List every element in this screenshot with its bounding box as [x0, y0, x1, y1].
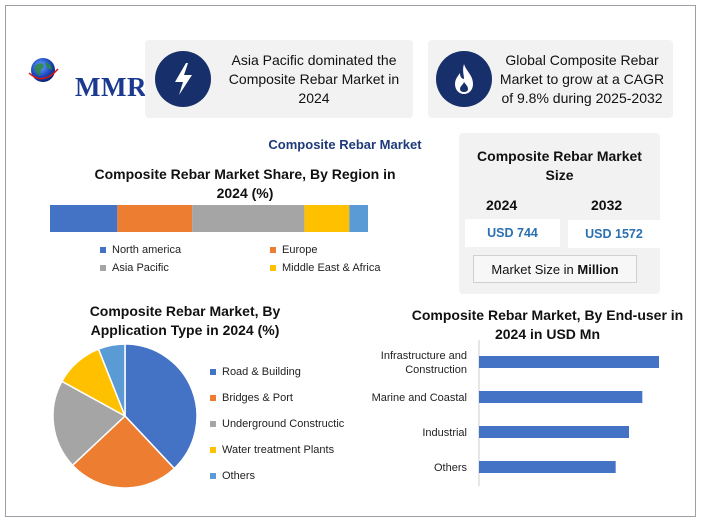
- region-legend-asia-pacific: Asia Pacific: [100, 262, 169, 274]
- region-title-line-1: Composite Rebar Market Share, By Region …: [94, 166, 396, 182]
- enduser-chart-title: Composite Rebar Market, By End-user in 2…: [405, 306, 690, 344]
- enduser-category-label: Marine and Coastal: [372, 392, 467, 404]
- application-legend: Road & Building Bridges & Port Underground…: [210, 359, 345, 489]
- globe-logo-icon: [28, 58, 59, 82]
- application-pie-chart: [52, 343, 198, 489]
- market-size-title-line-2: Size: [545, 167, 574, 183]
- legend-label: Bridges & Port: [222, 392, 293, 404]
- legend-swatch: [210, 447, 216, 453]
- year-2024-label: 2024: [486, 197, 518, 213]
- legend-swatch-asia-pacific: [100, 265, 106, 271]
- application-legend-item: Underground Constructic: [210, 411, 345, 437]
- legend-label: Others: [222, 470, 256, 482]
- region-legend-europe: Europe: [270, 244, 317, 256]
- market-size-title-line-1: Composite Rebar Market: [477, 148, 642, 164]
- region-legend-mea: Middle East & Africa: [270, 262, 380, 274]
- legend-swatch: [210, 369, 216, 375]
- application-chart-title: Composite Rebar Market, By Application T…: [65, 302, 305, 340]
- enduser-bar: [479, 356, 659, 368]
- legend-swatch-europe: [270, 247, 276, 253]
- legend-label-mea: Middle East & Africa: [282, 262, 381, 274]
- legend-swatch: [210, 473, 216, 479]
- card-region-line-2: Composite Rebar Market in: [228, 71, 400, 87]
- legend-label: Road & Building: [222, 366, 301, 378]
- card-region-line-1: Asia Pacific dominated the: [231, 52, 397, 68]
- enduser-bar: [479, 461, 616, 473]
- legend-swatch-north-america: [100, 247, 106, 253]
- application-legend-item: Others: [210, 463, 345, 489]
- enduser-category-label: Infrastructure and Construction: [381, 350, 467, 376]
- enduser-category-label: Industrial: [422, 427, 467, 439]
- region-segment-asia-pacific: [192, 205, 305, 232]
- region-segment-middle-east-africa: [304, 205, 350, 232]
- region-segment-others: [349, 205, 368, 232]
- card-cagr-line-1: Global Composite Rebar: [505, 52, 659, 68]
- region-title-line-2: 2024 (%): [216, 185, 274, 201]
- enduser-bar: [479, 391, 643, 403]
- application-legend-item: Bridges & Port: [210, 385, 345, 411]
- legend-swatch-mea: [270, 265, 276, 271]
- application-legend-item: Road & Building: [210, 359, 345, 385]
- market-size-caption-unit: Million: [577, 262, 619, 277]
- lightning-icon-badge: [155, 51, 211, 107]
- region-segment-north-america: [50, 205, 118, 232]
- region-legend-north-america: North america: [100, 244, 181, 256]
- card-region-line-3: 2024: [298, 90, 330, 106]
- year-2032-label: 2032: [591, 197, 623, 213]
- enduser-title-line-2: 2024 in USD Mn: [494, 326, 601, 342]
- main-title: Composite Rebar Market: [268, 137, 422, 152]
- application-legend-item: Water treatment Plants: [210, 437, 345, 463]
- card-region-text: Asia Pacific dominated the Composite Reb…: [221, 51, 407, 108]
- card-cagr-line-3: of 9.8% during 2025-2032: [501, 90, 663, 106]
- enduser-bar: [479, 426, 629, 438]
- highlight-card-cagr: Global Composite Rebar Market to grow at…: [428, 40, 673, 118]
- legend-label-europe: Europe: [282, 244, 318, 256]
- application-title-line-2: Application Type in 2024 (%): [90, 322, 280, 338]
- highlight-card-region: Asia Pacific dominated the Composite Reb…: [145, 40, 413, 118]
- legend-label: Water treatment Plants: [222, 444, 335, 456]
- legend-label-asia-pacific: Asia Pacific: [112, 262, 169, 274]
- legend-swatch: [210, 395, 216, 401]
- value-2024: USD 744: [465, 219, 560, 247]
- market-size-caption-prefix: Market Size in: [491, 262, 578, 277]
- flame-icon: [455, 64, 473, 94]
- flame-icon-badge: [436, 51, 492, 107]
- legend-swatch: [210, 421, 216, 427]
- pie-slice-others: [97, 343, 126, 417]
- card-cagr-text: Global Composite Rebar Market to grow at…: [494, 51, 670, 108]
- region-stacked-bar-chart: [50, 205, 368, 232]
- pie-slice-bridges-port: [71, 414, 176, 489]
- logo-text: MMR: [75, 72, 147, 102]
- pie-slice-underground-construction: [52, 380, 127, 467]
- lightning-icon: [175, 63, 192, 95]
- value-2032: USD 1572: [568, 220, 660, 248]
- enduser-title-line-1: Composite Rebar Market, By End-user in: [411, 307, 684, 323]
- market-size-title: Composite Rebar Market Size: [459, 147, 660, 185]
- card-cagr-line-2: Market to grow at a CAGR: [499, 71, 665, 87]
- market-size-caption: Market Size in Million: [473, 255, 637, 283]
- legend-label-north-america: North america: [112, 244, 182, 256]
- enduser-bar-chart: Infrastructure and Construction Marine and…: [372, 340, 659, 486]
- legend-label: Underground Constructic: [222, 418, 345, 430]
- infographic-frame: [5, 5, 696, 517]
- application-title-line-1: Composite Rebar Market, By: [89, 303, 281, 319]
- region-segment-europe: [117, 205, 193, 232]
- enduser-category-label: Others: [434, 462, 468, 474]
- region-chart-title: Composite Rebar Market Share, By Region …: [60, 165, 430, 203]
- pie-slice-road-building: [124, 343, 198, 470]
